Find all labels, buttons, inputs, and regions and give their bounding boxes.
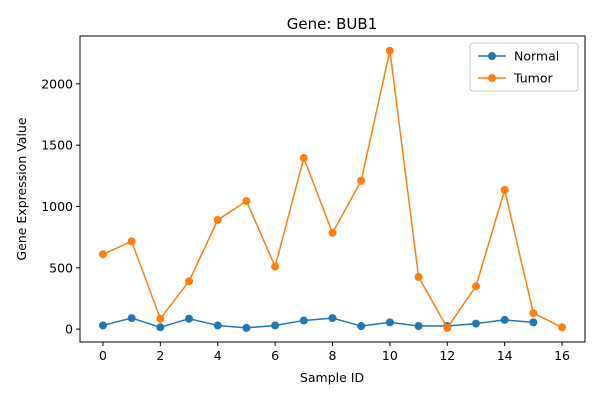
y-tick-label: 1500: [41, 138, 73, 153]
legend-item-tumor: Tumor: [478, 71, 553, 86]
series-line-tumor: [102, 49, 563, 329]
data-point-normal: [242, 323, 251, 332]
legend-marker-normal: [488, 52, 496, 60]
y-tick-label: 0: [65, 322, 73, 337]
data-point-tumor: [357, 176, 366, 185]
data-point-normal: [357, 322, 366, 331]
chart-title: Gene: BUB1: [287, 15, 378, 33]
data-point-normal: [271, 321, 280, 330]
legend-label-tumor: Tumor: [513, 71, 553, 86]
data-point-tumor: [328, 228, 337, 237]
data-point-tumor: [127, 237, 136, 246]
y-tick-label: 2000: [41, 76, 73, 91]
x-axis-title: Sample ID: [300, 370, 364, 385]
x-tick-label: 2: [156, 348, 164, 363]
data-point-tumor: [471, 282, 480, 291]
data-point-normal: [529, 318, 538, 327]
x-tick-label: 4: [214, 348, 222, 363]
data-point-normal: [98, 321, 107, 330]
x-tick-label: 8: [329, 348, 337, 363]
data-point-tumor: [443, 323, 452, 332]
y-axis: 0 500 1000 1500 2000: [41, 76, 80, 337]
data-point-normal: [471, 319, 480, 328]
data-point-tumor: [271, 262, 280, 271]
legend-box: [469, 42, 579, 92]
x-axis: 0 2 4 6 8 10 12 14 16: [99, 342, 570, 363]
legend: Normal Tumor: [469, 42, 579, 92]
data-point-tumor: [156, 314, 165, 323]
data-point-normal: [414, 322, 423, 331]
y-tick-label: 500: [49, 260, 73, 275]
y-axis-title: Gene Expression Value: [14, 117, 29, 260]
y-tick-label: 1000: [41, 199, 73, 214]
data-point-tumor: [500, 185, 509, 194]
data-point-tumor: [299, 154, 308, 163]
data-point-normal: [385, 318, 394, 327]
data-point-normal: [500, 315, 509, 324]
x-tick-label: 0: [99, 348, 107, 363]
data-point-tumor: [529, 309, 538, 318]
x-tick-label: 10: [382, 348, 398, 363]
data-point-normal: [213, 321, 222, 330]
plot-area: [98, 46, 567, 332]
x-tick-label: 14: [497, 348, 513, 363]
data-point-tumor: [242, 196, 251, 205]
x-tick-label: 12: [439, 348, 455, 363]
data-point-tumor: [98, 250, 107, 259]
data-point-tumor: [558, 323, 567, 332]
data-point-normal: [127, 314, 136, 323]
series-tumor: [98, 46, 567, 332]
data-point-normal: [185, 314, 194, 323]
data-point-tumor: [185, 277, 194, 286]
x-tick-label: 16: [554, 348, 570, 363]
data-point-normal: [156, 323, 165, 332]
legend-item-normal: Normal: [478, 49, 559, 64]
legend-label-normal: Normal: [514, 49, 559, 64]
x-tick-label: 6: [271, 348, 279, 363]
data-point-tumor: [385, 46, 394, 55]
data-point-normal: [299, 316, 308, 325]
series-line-normal: [102, 317, 534, 329]
legend-marker-tumor: [488, 74, 496, 82]
data-point-normal: [328, 314, 337, 323]
series-normal: [98, 314, 538, 332]
data-point-tumor: [414, 272, 423, 281]
data-point-tumor: [213, 215, 222, 224]
